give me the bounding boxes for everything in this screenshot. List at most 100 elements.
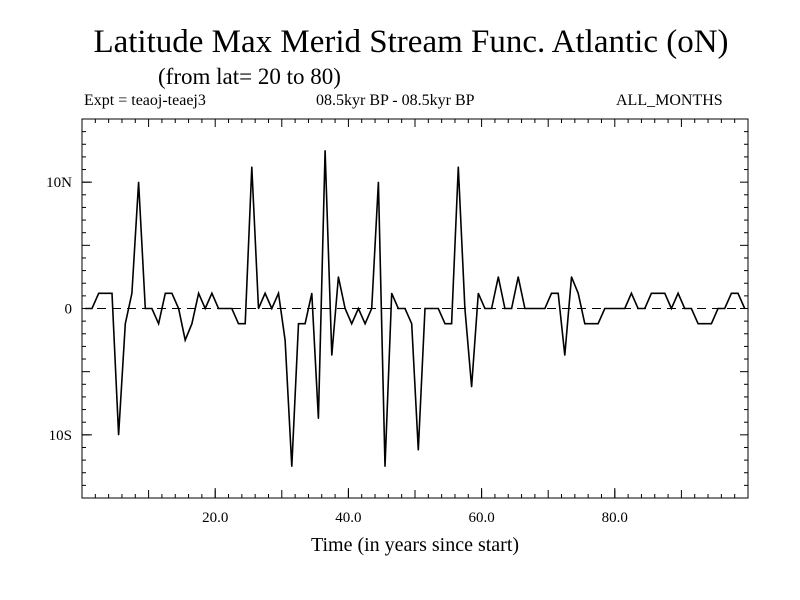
data-point <box>144 307 146 310</box>
data-point <box>257 307 260 310</box>
data-point <box>597 323 599 325</box>
data-point <box>104 292 106 294</box>
data-point <box>138 181 140 183</box>
data-point <box>191 323 193 325</box>
x-tick-label: 40.0 <box>335 510 361 526</box>
data-point <box>451 323 453 325</box>
data-point <box>158 323 160 325</box>
data-point <box>637 307 639 310</box>
x-tick-label: 20.0 <box>202 510 228 526</box>
data-point <box>744 307 746 310</box>
data-point <box>124 323 126 325</box>
x-axis-label: Time (in years since start) <box>311 534 519 556</box>
data-point <box>178 307 180 310</box>
experiment-label: Expt = teaoj-teaej3 <box>84 92 206 109</box>
data-point <box>530 307 533 310</box>
data-point <box>677 292 679 294</box>
data-point <box>211 292 213 294</box>
data-point <box>504 307 506 310</box>
data-point <box>351 323 353 325</box>
y-tick-label: 0 <box>65 302 73 318</box>
data-point <box>610 307 613 310</box>
data-point <box>198 292 200 294</box>
data-point <box>590 323 593 325</box>
data-point <box>184 339 186 341</box>
data-point <box>217 307 220 310</box>
data-point <box>511 307 513 310</box>
data-point <box>477 292 479 294</box>
data-point <box>437 307 439 310</box>
data-point <box>284 339 286 341</box>
data-point <box>131 292 133 294</box>
data-point <box>364 323 366 325</box>
data-point <box>577 292 579 294</box>
data-point <box>537 307 539 310</box>
data-point <box>171 292 173 294</box>
data-point <box>204 307 206 310</box>
data-point <box>491 307 493 310</box>
data-point <box>297 323 300 325</box>
chart-subtitle: (from lat= 20 to 80) <box>158 64 341 89</box>
data-point <box>98 292 100 294</box>
data-point <box>331 354 333 356</box>
series-layer <box>84 150 746 467</box>
data-point <box>644 307 646 310</box>
data-point <box>464 307 466 310</box>
data-point <box>231 307 233 310</box>
data-point <box>670 307 673 310</box>
data-point <box>404 307 406 310</box>
chart-title: Latitude Max Merid Stream Func. Atlantic… <box>93 24 729 60</box>
y-axis-ticks: 10N 0 10S <box>46 175 92 444</box>
data-point <box>424 307 426 310</box>
data-point <box>344 307 346 310</box>
data-point <box>357 307 359 310</box>
data-point <box>717 307 719 310</box>
data-point <box>697 323 699 325</box>
data-point <box>517 276 519 278</box>
data-point <box>271 307 273 310</box>
y-tick-label: 10S <box>49 428 72 444</box>
data-point <box>570 276 573 278</box>
data-point <box>564 354 566 356</box>
data-point <box>650 292 653 294</box>
data-point <box>151 307 153 310</box>
data-point <box>371 307 373 310</box>
data-point <box>484 307 486 310</box>
data-point <box>617 307 619 310</box>
data-point <box>550 292 553 294</box>
x-axis-ticks: 20.0 40.0 60.0 80.0 <box>202 488 628 526</box>
data-point <box>291 465 293 467</box>
data-point <box>630 292 633 294</box>
data-point <box>584 323 586 325</box>
data-point <box>311 292 313 294</box>
data-point <box>604 307 606 310</box>
data-point <box>690 307 693 310</box>
data-point <box>710 323 713 325</box>
data-point <box>397 307 399 310</box>
data-point <box>237 323 240 325</box>
data-point <box>277 292 280 294</box>
data-point <box>444 323 446 325</box>
data-point <box>324 150 326 152</box>
data-point <box>411 323 413 325</box>
data-point <box>417 449 419 451</box>
data-point <box>431 307 433 310</box>
data-point <box>544 307 546 310</box>
data-point <box>377 181 379 183</box>
data-point <box>724 307 726 310</box>
data-point <box>244 323 246 325</box>
x-tick-label: 80.0 <box>602 510 628 526</box>
data-point <box>524 307 526 310</box>
data-point <box>624 307 626 310</box>
data-point <box>684 307 686 310</box>
data-point <box>704 323 706 325</box>
data-point <box>337 276 339 278</box>
data-point <box>737 292 739 294</box>
data-point <box>457 166 459 168</box>
series-line <box>85 150 746 467</box>
data-point <box>304 323 306 325</box>
data-point <box>84 307 86 310</box>
data-point <box>471 386 473 388</box>
data-point <box>164 292 166 294</box>
